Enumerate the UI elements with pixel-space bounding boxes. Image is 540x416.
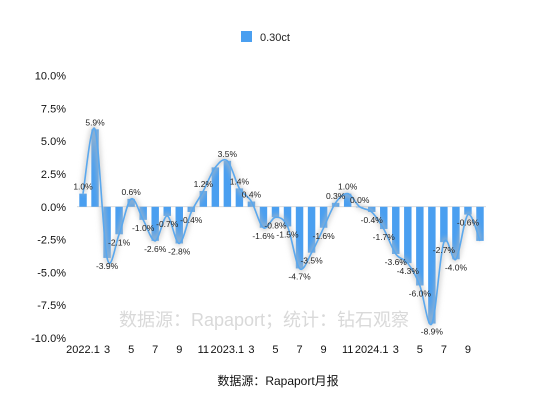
y-tick-label: 5.0% (41, 136, 66, 148)
data-label: -1.0% (132, 223, 155, 233)
x-tick-label: 9 (176, 344, 182, 356)
bar (211, 167, 220, 207)
bar (163, 206, 171, 216)
data-label: -1.7% (373, 232, 396, 242)
data-label: 0.4% (242, 190, 262, 200)
data-label: -1.5% (276, 229, 299, 239)
data-label: 5.9% (85, 117, 105, 127)
bar (307, 206, 316, 253)
bar (235, 188, 244, 207)
y-tick-label: -7.5% (37, 300, 66, 312)
data-label: 0.0% (350, 195, 370, 205)
x-tick-label: 11 (342, 344, 353, 356)
x-axis: 2022.1 3 5 7 9 11 2023.1 3 5 7 9 11 2024.1 3 5 7 9 (66, 344, 471, 356)
y-tick-label: 2.5% (41, 169, 66, 181)
bar (295, 206, 304, 269)
x-tick-label: 2023.1 (211, 344, 245, 356)
trend-line (82, 127, 481, 326)
bar (343, 193, 352, 207)
bar (115, 206, 123, 235)
data-label: -2.7% (433, 245, 456, 255)
data-label: -4.0% (445, 262, 468, 272)
data-label: -2.6% (144, 244, 167, 254)
data-label: -0.4% (361, 215, 384, 225)
data-label: -0.6% (457, 218, 480, 228)
x-tick-label: 3 (248, 344, 254, 356)
y-tick-label: -10.0% (31, 333, 66, 345)
x-tick-label: 2022.1 (66, 344, 100, 356)
legend-swatch (241, 31, 252, 42)
data-label: -4.3% (397, 266, 420, 276)
data-label: -1.6% (252, 231, 275, 241)
watermark: 数据源：Rapaport；统计：钻石观察 (119, 310, 409, 330)
bar (319, 206, 328, 228)
source-note: 数据源：Rapaport月报 (217, 373, 338, 388)
data-label: 1.0% (73, 182, 93, 192)
data-label: -8.9% (421, 327, 444, 337)
y-tick-label: 7.5% (41, 103, 66, 115)
x-tick-label: 9 (321, 344, 327, 356)
data-label: 1.0% (338, 182, 358, 192)
legend-label: 0.30ct (260, 32, 290, 44)
data-labels: 1.0% 5.9% -3.9% -2.1% 0.6% -1.0% -2.6% -0.7% -2.… (73, 117, 479, 336)
bar (392, 206, 400, 254)
x-tick-label: 5 (128, 344, 134, 356)
data-label: -3.5% (300, 256, 323, 266)
data-label: -1.6% (312, 231, 335, 241)
data-label: -0.8% (264, 220, 287, 230)
bar (151, 206, 159, 241)
y-tick-label: -2.5% (37, 235, 66, 247)
data-label: -3.6% (385, 257, 408, 267)
trend-line-group (80, 125, 483, 328)
data-label: -3.9% (96, 261, 119, 271)
bar (259, 206, 268, 228)
x-tick-label: 5 (272, 344, 278, 356)
x-tick-label: 7 (296, 344, 302, 356)
bar (91, 129, 99, 207)
y-tick-label: 0.0% (41, 202, 66, 214)
bar (476, 206, 484, 241)
bar (428, 206, 436, 324)
x-tick-label: 3 (104, 344, 110, 356)
data-label: -0.4% (180, 215, 203, 225)
legend: 0.30ct (241, 31, 290, 44)
data-label: 0.6% (121, 187, 141, 197)
bar (271, 206, 280, 218)
data-label: 1.4% (230, 176, 250, 186)
data-label: -2.8% (168, 247, 191, 257)
y-tick-label: -5.0% (37, 267, 66, 279)
data-label: -4.7% (288, 271, 311, 281)
bar (199, 191, 208, 207)
bar (416, 206, 424, 286)
bar (79, 193, 87, 207)
bar (223, 160, 232, 207)
bar (440, 206, 448, 243)
x-tick-label: 3 (393, 344, 399, 356)
x-tick-label: 7 (441, 344, 447, 356)
bar (452, 206, 460, 260)
x-tick-label: 11 (198, 344, 209, 356)
data-label: -0.7% (156, 219, 179, 229)
x-tick-label: 5 (417, 344, 423, 356)
bar (464, 206, 472, 215)
bar (404, 206, 412, 264)
bar (175, 206, 183, 244)
data-label: 1.2% (194, 179, 214, 189)
data-label: 3.5% (218, 149, 238, 159)
y-axis: 10.0% 7.5% 5.0% 2.5% 0.0% -2.5% -5.0% -7.5% -10.… (31, 71, 486, 345)
x-tick-label: 7 (152, 344, 158, 356)
x-tick-label: 9 (465, 344, 471, 356)
data-label: 0.3% (326, 191, 346, 201)
y-tick-label: 10.0% (35, 71, 66, 83)
data-label: -6.0% (409, 289, 432, 299)
data-label: -2.1% (108, 237, 131, 247)
bar (283, 206, 292, 227)
bar (380, 206, 388, 230)
x-tick-label: 2024.1 (355, 344, 389, 356)
